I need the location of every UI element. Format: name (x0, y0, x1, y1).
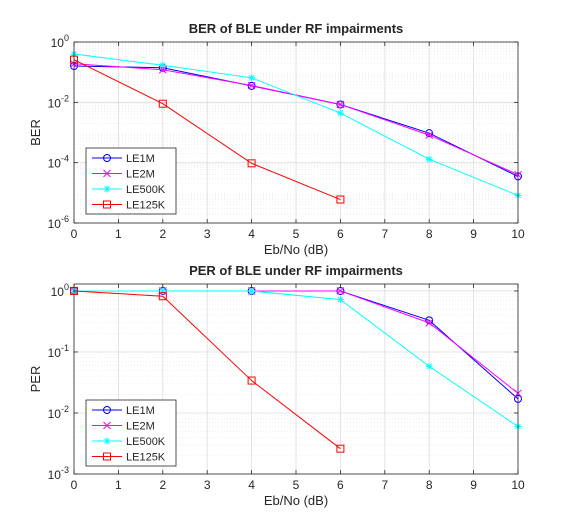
series-line (73, 290, 341, 450)
series-line (73, 59, 341, 200)
x-tick-label: 4 (248, 478, 255, 492)
x-tick-label: 5 (293, 478, 300, 492)
x-tick-label: 2 (159, 478, 166, 492)
x-tick-label: 7 (381, 478, 388, 492)
legend-label: LE1M (126, 153, 155, 165)
y-tick-label: 10-2 (48, 93, 69, 110)
data-point (158, 292, 167, 301)
x-tick-label: 2 (159, 227, 166, 241)
legend-item-le125k: LE125K (92, 200, 166, 212)
chart-per: 0 1 2 3 4 5 6 7 8 9 10 10-3 10-2 10-1 100 PER of BLE un… (28, 263, 525, 508)
data-point (158, 99, 167, 108)
y-axis-label: PER (28, 366, 43, 393)
data-point (247, 159, 256, 168)
data-point (425, 316, 434, 325)
chart-title: BER of BLE under RF impairments (189, 21, 404, 36)
legend-box (85, 147, 177, 215)
x-tick-label: 10 (511, 227, 525, 241)
legend-marker (103, 200, 111, 209)
legend-item-le2m: LE2M (92, 169, 155, 181)
y-tick-label: 10-6 (48, 214, 69, 231)
series-le125k (70, 55, 345, 204)
chart-title: PER of BLE under RF impairments (189, 263, 403, 278)
legend-marker (103, 437, 111, 445)
x-tick-label: 4 (248, 227, 255, 241)
data-point (425, 362, 433, 370)
data-point (336, 287, 345, 295)
x-tick-label: 9 (470, 227, 477, 241)
legend-marker (103, 169, 111, 178)
y-tick-label: 10-4 (48, 154, 69, 171)
x-tick-label: 1 (115, 478, 122, 492)
legend: LE1M LE2M LE500K LE125K (85, 147, 177, 215)
legend-label: LE500K (126, 436, 166, 448)
y-tick-label: 10-3 (48, 465, 69, 482)
legend-item-le500k: LE500K (92, 436, 166, 448)
legend-label: LE2M (126, 421, 155, 433)
legend: LE1M LE2M LE500K LE125K (85, 399, 177, 467)
data-point (159, 287, 167, 295)
x-tick-label: 0 (71, 478, 78, 492)
legend-label: LE500K (126, 184, 166, 196)
legend-marker (103, 421, 111, 430)
series-line (74, 290, 519, 427)
y-tick-label: 100 (51, 282, 69, 299)
y-tick-label: 100 (51, 33, 69, 50)
data-point (336, 296, 344, 304)
x-tick-label: 6 (337, 478, 344, 492)
legend-box (85, 399, 177, 467)
data-point (425, 129, 434, 138)
x-axis-label: Eb/No (dB) (264, 493, 328, 508)
y-tick-label: 10-2 (48, 404, 69, 421)
legend-item-le500k: LE500K (92, 184, 166, 196)
legend-label: LE2M (126, 169, 155, 181)
legend-label: LE125K (126, 200, 166, 212)
x-tick-label: 7 (381, 227, 388, 241)
x-tick-label: 6 (337, 227, 344, 241)
data-point (336, 195, 345, 204)
x-axis-label: Eb/No (dB) (264, 242, 328, 257)
data-point (425, 155, 433, 163)
chart-ber: 0 1 2 3 4 5 6 7 8 9 10 10-6 10-4 10-2 100 BER of BLE un… (28, 21, 525, 257)
legend-label: LE125K (126, 452, 166, 464)
x-tick-label: 0 (71, 227, 78, 241)
y-tick-label: 10-1 (48, 343, 69, 360)
data-point (425, 131, 434, 139)
legend-item-le125k: LE125K (92, 452, 166, 464)
data-point (248, 287, 256, 295)
x-tick-label: 1 (115, 227, 122, 241)
legend-marker (103, 406, 111, 414)
data-point (248, 74, 256, 82)
data-point (336, 444, 345, 453)
legend-item-le1m: LE1M (92, 405, 155, 417)
x-tick-label: 5 (293, 227, 300, 241)
data-point (425, 319, 434, 327)
data-point (336, 100, 345, 109)
legend-label: LE1M (126, 405, 155, 417)
series-line (73, 53, 519, 196)
x-tick-label: 8 (426, 478, 433, 492)
legend-marker (103, 154, 111, 162)
x-tick-label: 3 (204, 227, 211, 241)
y-axis-label: BER (28, 119, 43, 146)
x-tick-label: 8 (426, 227, 433, 241)
legend-marker (103, 185, 111, 193)
data-point (247, 81, 256, 90)
data-point (336, 109, 344, 117)
data-point (159, 61, 167, 69)
data-point (247, 376, 256, 385)
x-tick-label: 10 (511, 478, 525, 492)
x-tick-label: 9 (470, 478, 477, 492)
data-point (336, 100, 345, 109)
legend-marker (103, 452, 111, 461)
legend-item-le1m: LE1M (92, 153, 155, 165)
x-tick-label: 3 (204, 478, 211, 492)
legend-item-le2m: LE2M (92, 421, 155, 433)
